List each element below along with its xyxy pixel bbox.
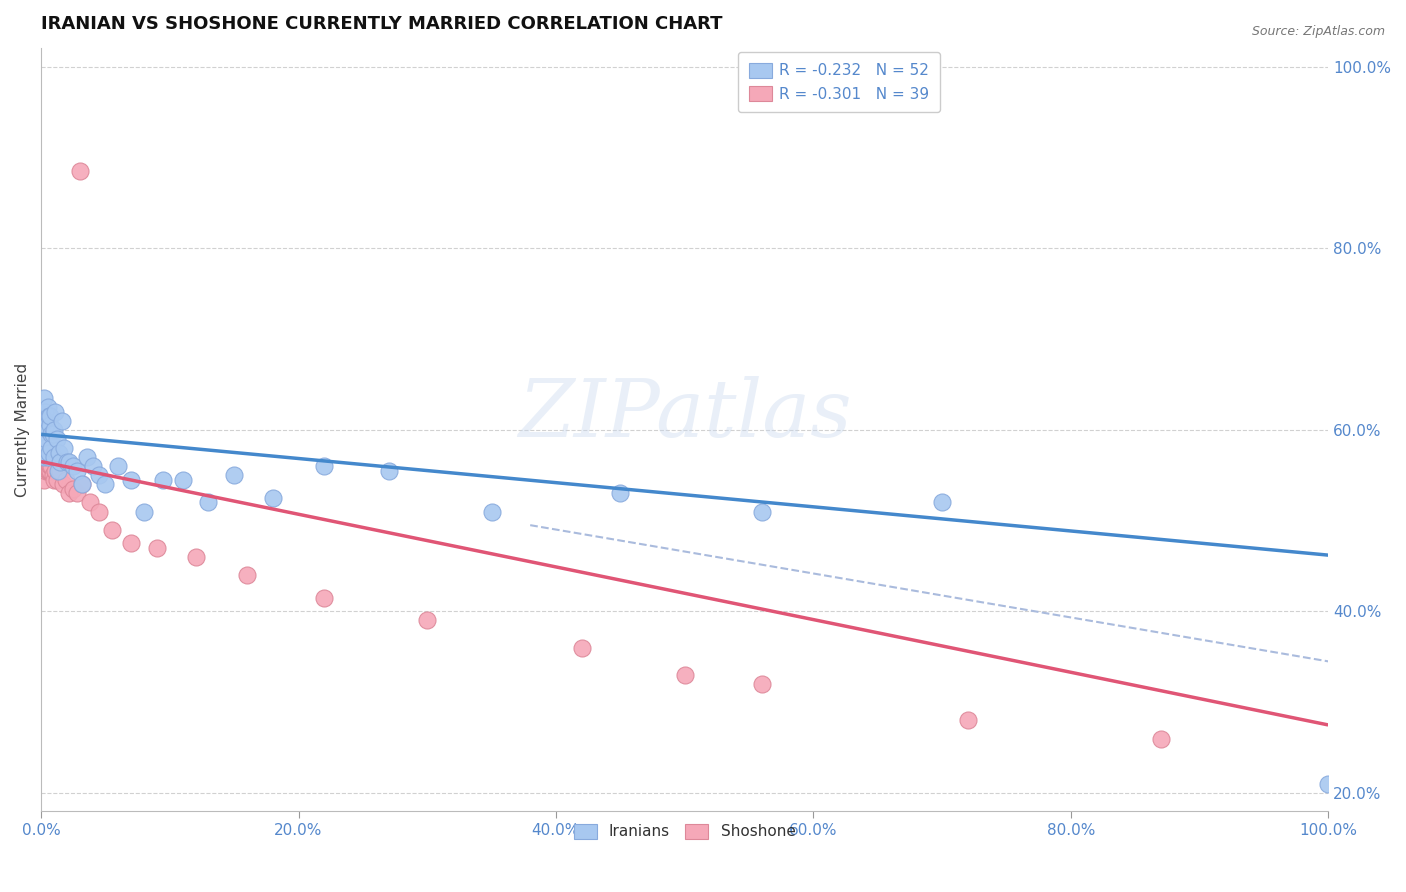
Point bbox=[107, 459, 129, 474]
Point bbox=[38, 409, 60, 424]
Point bbox=[41, 468, 63, 483]
Point bbox=[31, 432, 53, 446]
Point bbox=[236, 568, 259, 582]
Point bbox=[69, 164, 91, 178]
Point bbox=[609, 486, 631, 500]
Point bbox=[197, 495, 219, 509]
Point bbox=[37, 445, 59, 459]
Point bbox=[1317, 777, 1340, 791]
Point bbox=[673, 668, 696, 682]
Point bbox=[82, 459, 104, 474]
Point bbox=[32, 450, 55, 464]
Point bbox=[41, 427, 63, 442]
Point bbox=[49, 454, 72, 468]
Point bbox=[314, 459, 336, 474]
Point bbox=[172, 473, 194, 487]
Point bbox=[37, 400, 59, 414]
Point bbox=[55, 473, 77, 487]
Point bbox=[45, 432, 67, 446]
Point bbox=[120, 473, 142, 487]
Point bbox=[66, 464, 89, 478]
Point bbox=[35, 418, 58, 433]
Text: IRANIAN VS SHOSHONE CURRENTLY MARRIED CORRELATION CHART: IRANIAN VS SHOSHONE CURRENTLY MARRIED CO… bbox=[41, 15, 723, 33]
Point bbox=[58, 486, 80, 500]
Point bbox=[48, 464, 70, 478]
Point bbox=[101, 523, 124, 537]
Point bbox=[72, 477, 94, 491]
Point bbox=[56, 454, 79, 468]
Point bbox=[38, 464, 60, 478]
Point bbox=[72, 477, 94, 491]
Point bbox=[38, 445, 60, 459]
Point bbox=[37, 450, 59, 464]
Point bbox=[120, 536, 142, 550]
Point bbox=[49, 464, 72, 478]
Legend: Iranians, Shoshone: Iranians, Shoshone bbox=[568, 818, 801, 846]
Point bbox=[34, 441, 56, 455]
Point bbox=[39, 464, 62, 478]
Point bbox=[32, 473, 55, 487]
Point bbox=[152, 473, 174, 487]
Point bbox=[62, 482, 84, 496]
Point bbox=[314, 591, 336, 605]
Point bbox=[41, 441, 63, 455]
Point bbox=[481, 504, 503, 518]
Point bbox=[35, 464, 58, 478]
Point bbox=[32, 445, 55, 459]
Text: ZIPatlas: ZIPatlas bbox=[517, 376, 852, 453]
Point bbox=[37, 423, 59, 437]
Point bbox=[184, 549, 207, 564]
Point bbox=[39, 459, 62, 474]
Point bbox=[37, 464, 59, 478]
Point bbox=[94, 477, 117, 491]
Point bbox=[35, 432, 58, 446]
Point bbox=[87, 504, 110, 518]
Point bbox=[32, 391, 55, 405]
Point bbox=[956, 714, 979, 728]
Point bbox=[751, 677, 773, 691]
Point bbox=[58, 454, 80, 468]
Text: Source: ZipAtlas.com: Source: ZipAtlas.com bbox=[1251, 25, 1385, 38]
Point bbox=[52, 477, 75, 491]
Point bbox=[48, 445, 70, 459]
Point bbox=[132, 504, 155, 518]
Point bbox=[751, 504, 773, 518]
Point bbox=[44, 404, 66, 418]
Point bbox=[39, 418, 62, 433]
Point bbox=[51, 414, 73, 428]
Point bbox=[34, 414, 56, 428]
Y-axis label: Currently Married: Currently Married bbox=[15, 363, 30, 497]
Point bbox=[224, 468, 246, 483]
Point bbox=[571, 640, 593, 655]
Point bbox=[377, 464, 399, 478]
Point bbox=[44, 464, 66, 478]
Point bbox=[931, 495, 953, 509]
Point bbox=[42, 450, 65, 464]
Point bbox=[41, 459, 63, 474]
Point bbox=[416, 614, 439, 628]
Point bbox=[42, 423, 65, 437]
Point bbox=[62, 459, 84, 474]
Point bbox=[87, 468, 110, 483]
Point bbox=[146, 541, 169, 555]
Point bbox=[262, 491, 284, 505]
Point bbox=[66, 486, 89, 500]
Point bbox=[41, 427, 63, 442]
Point bbox=[76, 450, 98, 464]
Point bbox=[45, 473, 67, 487]
Point bbox=[31, 409, 53, 424]
Point bbox=[46, 464, 69, 478]
Point bbox=[38, 450, 60, 464]
Point bbox=[34, 441, 56, 455]
Point bbox=[1150, 731, 1173, 746]
Point bbox=[39, 409, 62, 424]
Point bbox=[53, 441, 76, 455]
Point bbox=[31, 459, 53, 474]
Point bbox=[79, 495, 101, 509]
Point bbox=[34, 404, 56, 418]
Point bbox=[42, 473, 65, 487]
